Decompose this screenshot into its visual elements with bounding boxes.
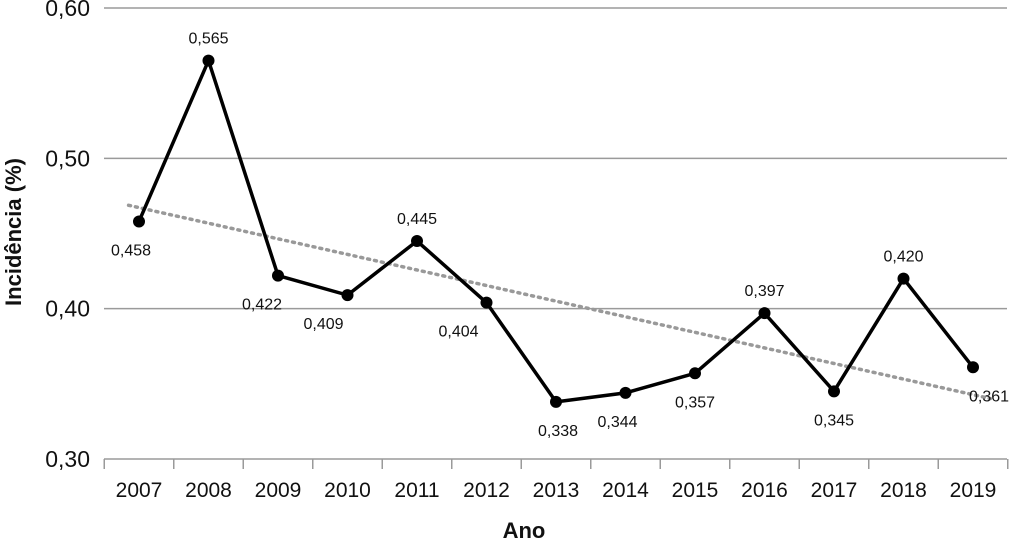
data-label: 0,345 [814, 412, 854, 429]
y-axis-title: Incidência (%) [1, 158, 26, 306]
x-tick-label: 2011 [394, 479, 439, 502]
data-label: 0,420 [883, 249, 923, 266]
data-label: 0,357 [675, 394, 715, 411]
data-label: 0,338 [538, 423, 578, 440]
data-point [133, 215, 145, 228]
data-point [411, 235, 423, 248]
data-point [550, 395, 562, 408]
series-line [137, 55, 975, 404]
x-tick-label: 2009 [255, 479, 302, 502]
data-point [341, 289, 354, 302]
y-tick-label: 0,40 [45, 296, 90, 322]
data-label: 0,458 [111, 242, 151, 259]
data-point [897, 272, 910, 285]
x-axis-title: Ano [503, 518, 546, 539]
gridlines [104, 7, 1007, 460]
data-label: 0,565 [188, 31, 228, 48]
x-tick-label: 2013 [533, 479, 580, 502]
y-tick-label: 0,50 [45, 145, 90, 171]
x-axis [103, 459, 1009, 469]
x-tick-label: 2012 [463, 479, 510, 502]
x-tick-label: 2016 [741, 479, 788, 502]
x-tick-label: 2007 [116, 479, 163, 502]
y-tick-label: 0,30 [45, 446, 90, 472]
data-label: 0,422 [242, 297, 282, 314]
x-tick-label: 2010 [324, 479, 371, 502]
data-point [272, 269, 284, 282]
data-label: 0,344 [597, 414, 637, 431]
x-tick-label: 2017 [811, 479, 858, 502]
data-point [689, 367, 701, 380]
data-point [619, 386, 632, 399]
data-point [202, 54, 215, 67]
x-tick-label: 2019 [950, 479, 997, 502]
trendline-group [126, 203, 993, 401]
x-tick-label: 2014 [602, 479, 649, 502]
data-point [967, 361, 979, 374]
x-tick-label: 2008 [185, 479, 232, 502]
data-point [828, 385, 840, 398]
x-tick-label: 2018 [880, 479, 927, 502]
data-label: 0,361 [969, 388, 1009, 405]
data-point [758, 307, 771, 320]
trendline [126, 203, 993, 401]
y-tick-label: 0,60 [45, 0, 90, 21]
data-label: 0,445 [397, 211, 437, 228]
x-tick-label: 2015 [672, 479, 719, 502]
series-group [133, 54, 979, 408]
labels-group: 0,30 0,40 0,50 0,60 2007 2008 2009 2010 2011 2012… [45, 0, 1009, 502]
data-label: 0,409 [303, 316, 343, 333]
data-label: 0,404 [438, 324, 478, 341]
data-label: 0,397 [744, 283, 784, 300]
data-point [480, 296, 493, 309]
